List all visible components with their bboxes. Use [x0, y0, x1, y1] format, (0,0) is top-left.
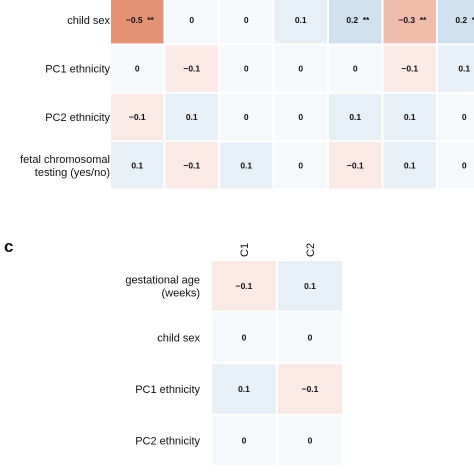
cell-value: 0: [244, 15, 249, 25]
row-label: PC1 ethnicity: [45, 64, 110, 76]
cell-value: 0: [298, 160, 303, 170]
cell-value: 0.1: [238, 384, 250, 394]
cell-value: 0.1: [349, 112, 361, 122]
cell-value: 0: [244, 64, 249, 74]
cell-value: 0: [462, 160, 467, 170]
cell-value: −0.1: [401, 64, 418, 74]
cell-value: 0.1: [240, 160, 252, 170]
heatmap-cell: [328, 141, 383, 190]
heatmap-cell: [273, 141, 328, 190]
cell-value: 0.2: [455, 15, 467, 25]
cell-value: 0.1: [186, 112, 198, 122]
cell-value: 0.1: [304, 281, 316, 291]
row-label: child sex: [157, 332, 200, 344]
cell-value: 0: [242, 436, 247, 446]
significance-marker: **: [363, 15, 370, 25]
cell-value: 0: [353, 64, 358, 74]
cell-value: 0: [462, 112, 467, 122]
cell-value: 0: [298, 112, 303, 122]
column-label: C2: [305, 243, 317, 257]
heatmap-cell: [382, 92, 437, 142]
significance-marker: **: [147, 15, 154, 25]
significance-marker: **: [472, 15, 474, 25]
heatmap-cell: [382, 141, 437, 190]
row-label: PC2 ethnicity: [45, 112, 110, 124]
cell-value: 0: [244, 112, 249, 122]
heatmap-cell: [110, 44, 165, 93]
cell-value: 0: [308, 436, 313, 446]
heatmap-cell: [277, 414, 343, 467]
cell-value: 0: [242, 332, 247, 342]
heatmap-cell: [277, 260, 343, 312]
cell-value: −0.3: [398, 15, 415, 25]
heatmap-cell: [211, 260, 277, 312]
cell-value: 0.2: [346, 15, 358, 25]
heatmap-cell: [110, 141, 165, 190]
cell-value: 0.1: [404, 160, 416, 170]
significance-marker: **: [420, 15, 427, 25]
cell-value: 0: [298, 64, 303, 74]
cell-value: 0.1: [458, 64, 470, 74]
row-label: gestational age (weeks): [125, 274, 200, 299]
heatmap-cell: [382, 0, 437, 45]
heatmap-cell: [437, 0, 474, 45]
row-label: fetal chromosomal testing (yes/no): [20, 154, 110, 179]
row-label: child sex: [67, 15, 110, 27]
heatmap-cell: [277, 311, 343, 364]
heatmap-cell: [382, 44, 437, 93]
cell-value: 0.1: [295, 15, 307, 25]
heatmap-cell: [110, 92, 165, 142]
heatmap-cell: [219, 92, 274, 142]
heatmap-cell: [164, 0, 219, 45]
heatmap-cell: [437, 44, 474, 93]
heatmap-cell: [219, 141, 274, 190]
heatmap-cell: [219, 0, 274, 45]
panel-label: c: [4, 237, 13, 256]
row-label: PC2 ethnicity: [135, 436, 200, 448]
cell-value: −0.1: [183, 160, 200, 170]
heatmap-cell: [328, 44, 383, 93]
cell-value: 0: [189, 15, 194, 25]
heatmap-cell: [219, 44, 274, 93]
cell-value: 0.1: [404, 112, 416, 122]
heatmap-cell: [273, 92, 328, 142]
heatmap-cell: [273, 0, 328, 45]
cell-value: −0.1: [183, 64, 200, 74]
heatmap-cell: [211, 414, 277, 467]
heatmap-cell: [273, 44, 328, 93]
heatmap-cell: [211, 363, 277, 415]
heatmap-cell: [437, 141, 474, 190]
cell-value: −0.1: [236, 281, 253, 291]
cell-value: −0.1: [129, 112, 146, 122]
heatmap-cell: [164, 92, 219, 142]
cell-value: 0: [308, 332, 313, 342]
cell-value: 0: [135, 64, 140, 74]
heatmap-cell: [164, 141, 219, 190]
row-label: PC1 ethnicity: [135, 384, 200, 396]
column-label: C1: [239, 243, 251, 257]
heatmap-cell: [164, 44, 219, 93]
heatmap-cell: [277, 363, 343, 415]
cell-value: −0.1: [347, 160, 364, 170]
heatmap-cell: [328, 0, 383, 45]
heatmap-cell: [211, 311, 277, 364]
heatmap-cell: [437, 92, 474, 142]
heatmap-cell: [110, 0, 165, 45]
cell-value: −0.1: [302, 384, 319, 394]
cell-value: 0.1: [131, 160, 143, 170]
heatmap-cell: [328, 92, 383, 142]
cell-value: −0.5: [126, 15, 143, 25]
